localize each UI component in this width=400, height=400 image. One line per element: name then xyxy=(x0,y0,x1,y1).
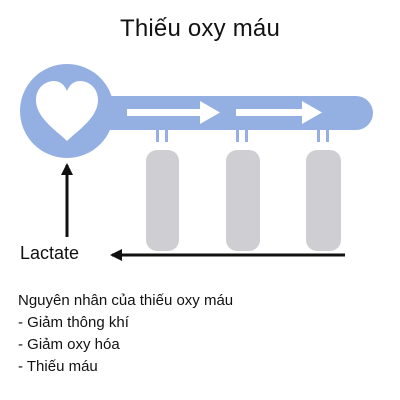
cause-item: - Giảm thông khí xyxy=(18,314,129,331)
tissue-cell xyxy=(226,150,260,251)
oxygen-delivery-arrow xyxy=(154,142,170,151)
lactate-label: Lactate xyxy=(20,243,80,263)
hypoxia-diagram xyxy=(20,64,373,261)
tissue-unit xyxy=(226,130,260,251)
flow-arrow xyxy=(236,101,322,124)
causes-list: Nguyên nhân của thiếu oxy máu - Giảm thô… xyxy=(18,290,233,378)
oxygen-delivery-arrow xyxy=(315,142,331,151)
heart-icon xyxy=(36,81,98,141)
cause-item: - Thiếu máu xyxy=(18,358,98,375)
oxygen-delivery-arrow xyxy=(234,142,250,151)
tissue-unit xyxy=(306,130,341,251)
tissue-unit xyxy=(146,130,179,251)
tissue-cell xyxy=(306,150,341,251)
tissue-cell xyxy=(146,150,179,251)
cause-item: - Giảm oxy hóa xyxy=(18,336,120,353)
causes-heading: Nguyên nhân của thiếu oxy máu xyxy=(18,292,234,309)
diagram-title: Thiếu oxy máu xyxy=(119,15,280,42)
flow-arrow xyxy=(127,101,220,124)
